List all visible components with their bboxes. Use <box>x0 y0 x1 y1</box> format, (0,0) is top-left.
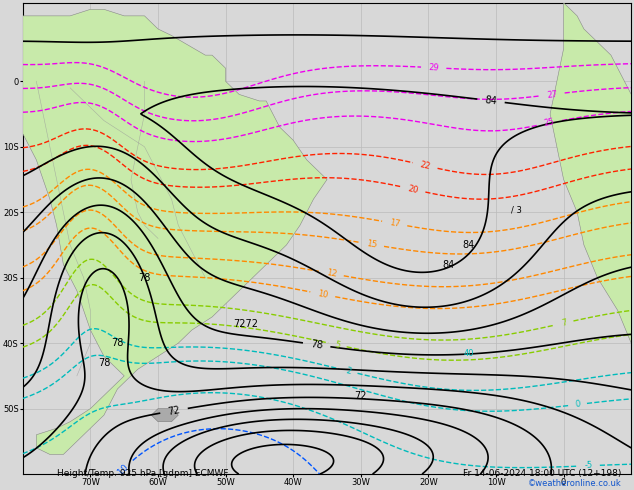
Text: 84: 84 <box>484 95 498 106</box>
Text: -10: -10 <box>114 463 130 478</box>
Text: -5: -5 <box>585 461 593 470</box>
Text: 78: 78 <box>112 338 124 348</box>
Text: 22: 22 <box>419 160 431 171</box>
Text: 7272: 7272 <box>233 318 259 328</box>
Text: 15: 15 <box>366 239 377 249</box>
Polygon shape <box>23 9 327 454</box>
Text: / 3: / 3 <box>511 205 522 214</box>
Text: 72: 72 <box>167 405 181 416</box>
Text: 0: 0 <box>574 400 581 409</box>
Text: 10: 10 <box>317 289 329 300</box>
Text: 5: 5 <box>334 340 341 350</box>
Text: ©weatheronline.co.uk: ©weatheronline.co.uk <box>527 479 621 488</box>
Text: Fr 14-06-2024 18:00 UTC (12+198): Fr 14-06-2024 18:00 UTC (12+198) <box>463 469 621 478</box>
Text: 40: 40 <box>463 349 474 358</box>
Text: 78: 78 <box>138 273 151 283</box>
Text: 29: 29 <box>428 63 439 73</box>
Polygon shape <box>152 409 178 422</box>
Text: 20: 20 <box>407 184 419 195</box>
Polygon shape <box>550 3 631 343</box>
Text: Height/Temp. 925 hPa [gdpm] ECMWF: Height/Temp. 925 hPa [gdpm] ECMWF <box>57 469 229 478</box>
Text: 84: 84 <box>463 240 475 250</box>
Text: 72: 72 <box>354 391 367 400</box>
Text: 84: 84 <box>443 260 455 270</box>
Text: 27: 27 <box>546 89 558 99</box>
Text: 12: 12 <box>325 268 337 279</box>
Text: 78: 78 <box>310 339 323 351</box>
Text: 25: 25 <box>543 118 555 128</box>
Text: 7: 7 <box>560 318 568 328</box>
Text: 2: 2 <box>345 366 352 376</box>
Text: 17: 17 <box>389 218 401 229</box>
Text: 78: 78 <box>98 358 110 368</box>
